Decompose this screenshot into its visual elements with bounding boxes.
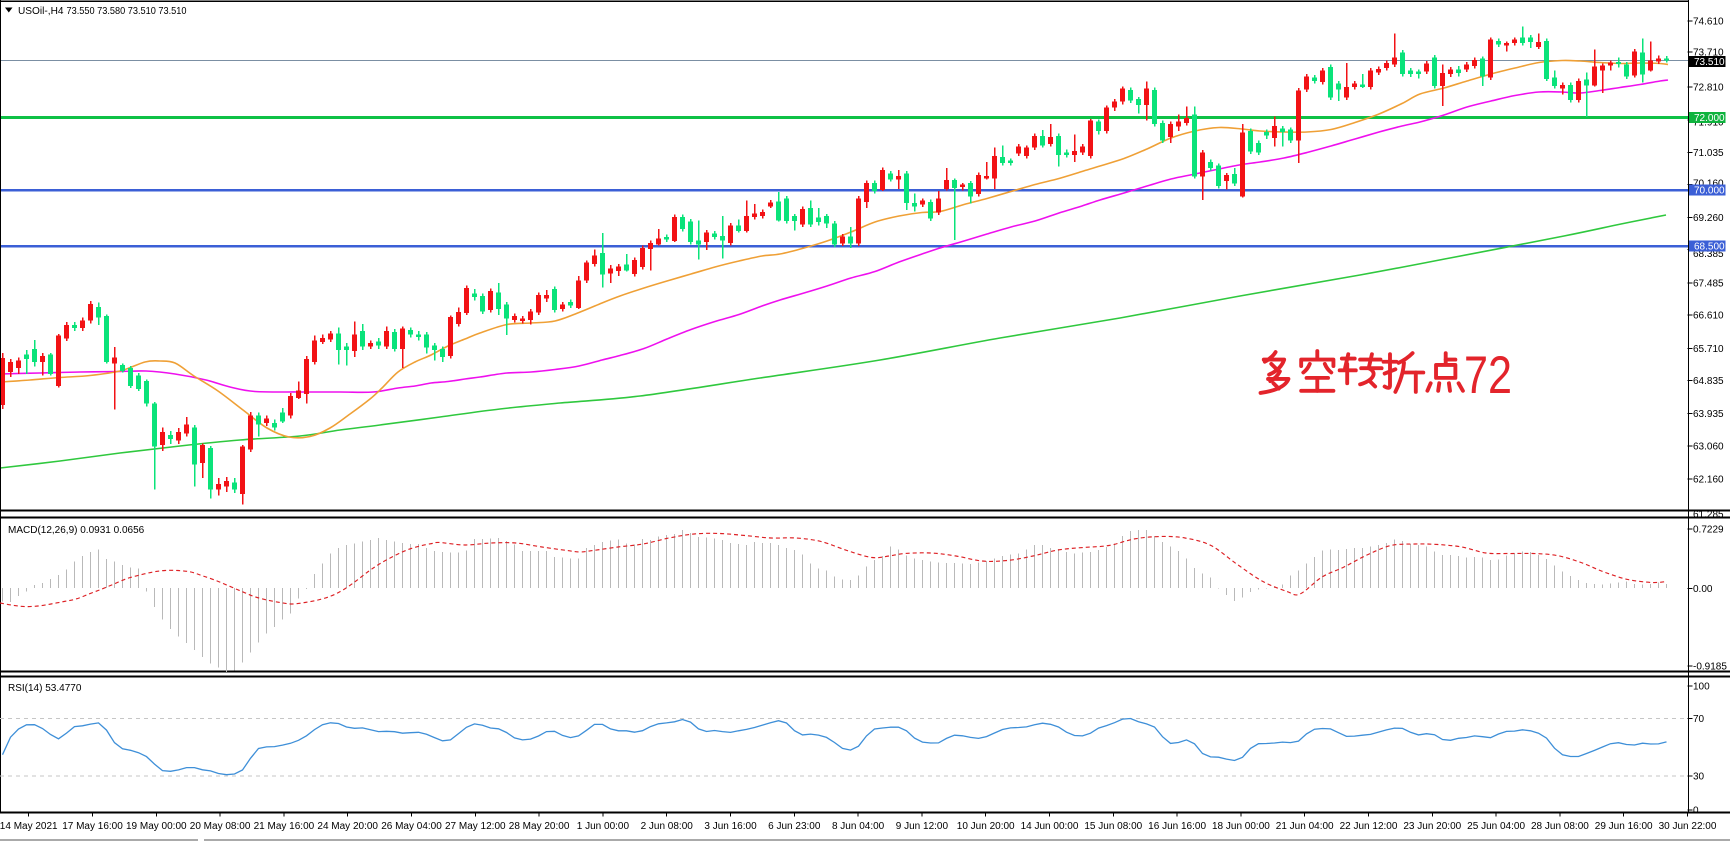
svg-text:MACD(12,26,9) 0.0931 0.0656: MACD(12,26,9) 0.0931 0.0656 <box>8 525 145 536</box>
svg-text:68.385: 68.385 <box>1693 249 1724 260</box>
svg-text:66.610: 66.610 <box>1693 311 1724 322</box>
svg-text:62.160: 62.160 <box>1693 475 1724 486</box>
svg-text:65.710: 65.710 <box>1693 344 1724 355</box>
svg-text:64.835: 64.835 <box>1693 376 1724 387</box>
svg-text:18 Jun 00:00: 18 Jun 00:00 <box>1212 821 1270 832</box>
svg-text:21 Jun 04:00: 21 Jun 04:00 <box>1276 821 1334 832</box>
svg-text:63.935: 63.935 <box>1693 409 1724 420</box>
svg-text:-0.9185: -0.9185 <box>1693 662 1727 673</box>
svg-text:3 Jun 16:00: 3 Jun 16:00 <box>704 821 757 832</box>
svg-text:70: 70 <box>1693 714 1705 725</box>
svg-text:9 Jun 12:00: 9 Jun 12:00 <box>896 821 949 832</box>
svg-text:72: 72 <box>1464 346 1512 405</box>
svg-text:73.510: 73.510 <box>1694 57 1725 68</box>
svg-text:2 Jun 08:00: 2 Jun 08:00 <box>641 821 694 832</box>
svg-text:0.00: 0.00 <box>1693 584 1713 595</box>
svg-text:6 Jun 23:00: 6 Jun 23:00 <box>768 821 821 832</box>
svg-text:71.035: 71.035 <box>1693 148 1724 159</box>
svg-text:29 Jun 16:00: 29 Jun 16:00 <box>1595 821 1653 832</box>
svg-text:70.000: 70.000 <box>1694 186 1725 197</box>
svg-text:63.060: 63.060 <box>1693 442 1724 453</box>
svg-text:15 Jun 08:00: 15 Jun 08:00 <box>1084 821 1142 832</box>
svg-text:26 May 04:00: 26 May 04:00 <box>381 821 442 832</box>
svg-text:8 Jun 04:00: 8 Jun 04:00 <box>832 821 885 832</box>
svg-text:61.285: 61.285 <box>1693 510 1724 521</box>
svg-text:72.000: 72.000 <box>1694 113 1725 124</box>
svg-text:USOil-,H4: USOil-,H4 <box>18 5 64 17</box>
svg-text:28 May 20:00: 28 May 20:00 <box>509 821 570 832</box>
svg-text:0.7229: 0.7229 <box>1693 525 1724 536</box>
svg-text:20 May 08:00: 20 May 08:00 <box>190 821 251 832</box>
svg-text:72.810: 72.810 <box>1693 83 1724 94</box>
svg-text:70.160: 70.160 <box>1693 179 1724 190</box>
svg-text:1 Jun 00:00: 1 Jun 00:00 <box>577 821 630 832</box>
svg-text:24 May 20:00: 24 May 20:00 <box>317 821 378 832</box>
svg-text:73.550 73.580 73.510 73.510: 73.550 73.580 73.510 73.510 <box>67 5 187 17</box>
svg-text:69.260: 69.260 <box>1693 213 1724 224</box>
svg-text:21 May 16:00: 21 May 16:00 <box>254 821 315 832</box>
svg-text:RSI(14) 53.4770: RSI(14) 53.4770 <box>8 683 82 694</box>
svg-text:100: 100 <box>1693 682 1710 693</box>
svg-text:73.710: 73.710 <box>1693 48 1724 59</box>
svg-text:27 May 12:00: 27 May 12:00 <box>445 821 506 832</box>
svg-text:28 Jun 08:00: 28 Jun 08:00 <box>1531 821 1589 832</box>
svg-text:30 Jun 22:00: 30 Jun 22:00 <box>1659 821 1717 832</box>
svg-text:16 Jun 16:00: 16 Jun 16:00 <box>1148 821 1206 832</box>
svg-text:23 Jun 20:00: 23 Jun 20:00 <box>1403 821 1461 832</box>
svg-text:10 Jun 20:00: 10 Jun 20:00 <box>957 821 1015 832</box>
svg-text:74.610: 74.610 <box>1693 17 1724 28</box>
svg-text:14 Jun 00:00: 14 Jun 00:00 <box>1021 821 1079 832</box>
svg-text:22 Jun 12:00: 22 Jun 12:00 <box>1340 821 1398 832</box>
svg-text:14 May 2021: 14 May 2021 <box>0 821 58 832</box>
svg-text:0: 0 <box>1693 806 1699 817</box>
svg-text:25 Jun 04:00: 25 Jun 04:00 <box>1467 821 1525 832</box>
svg-text:30: 30 <box>1693 772 1705 783</box>
svg-text:67.485: 67.485 <box>1693 279 1724 290</box>
svg-text:17 May 16:00: 17 May 16:00 <box>62 821 123 832</box>
svg-text:68.500: 68.500 <box>1694 242 1725 253</box>
svg-text:19 May 00:00: 19 May 00:00 <box>126 821 187 832</box>
